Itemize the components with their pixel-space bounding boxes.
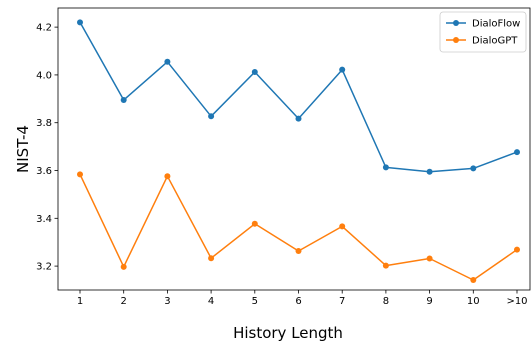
x-tick-label: 5	[252, 296, 258, 307]
data-point	[382, 262, 389, 269]
data-point	[470, 276, 477, 283]
data-point	[514, 246, 520, 253]
legend-box	[439, 11, 527, 53]
data-point	[208, 113, 215, 120]
data-point	[426, 168, 433, 175]
legend: DialoFlow DialoGPT	[439, 11, 527, 53]
x-tick-label: 3	[164, 296, 170, 307]
x-tick-label: 7	[339, 296, 345, 307]
data-point	[77, 19, 83, 26]
series-line	[79, 173, 518, 281]
y-tick-label: 4.2	[36, 23, 52, 34]
y-axis-label: NIST-4	[14, 125, 32, 173]
data-point	[164, 58, 171, 65]
legend-label: DialoGPT	[472, 36, 518, 47]
data-point	[426, 255, 433, 262]
data-point	[251, 220, 258, 227]
data-point	[514, 149, 520, 156]
y-tick-label: 3.4	[36, 214, 52, 225]
data-point	[164, 173, 171, 180]
x-tick-label: 9	[426, 296, 432, 307]
data-point	[208, 255, 215, 262]
data-point	[120, 97, 127, 104]
legend-label: DialoFlow	[472, 19, 520, 30]
x-tick-label: 1	[77, 296, 83, 307]
data-point	[77, 171, 83, 178]
data-point	[382, 164, 389, 171]
data-point	[339, 66, 346, 73]
plot-area: 1 2 3 4 5 6 7 8 9 10 >10 3.2 3.4 3.6 3.8 4.0 4.2	[36, 7, 531, 307]
x-tick-label: >10	[506, 296, 527, 307]
y-tick-label: 3.6	[36, 166, 52, 177]
y-tick-label: 4.0	[36, 70, 52, 81]
y-tick-label: 3.8	[36, 118, 52, 129]
y-tick-label: 3.2	[36, 262, 52, 273]
x-axis-label: History Length	[233, 324, 343, 342]
legend-marker	[453, 20, 459, 26]
x-tick-label: 10	[467, 296, 480, 307]
data-point	[295, 115, 302, 122]
x-tick-label: 4	[208, 296, 214, 307]
plot-frame	[57, 7, 531, 291]
x-tick-label: 8	[383, 296, 389, 307]
legend-marker	[453, 37, 459, 43]
data-point	[295, 248, 302, 255]
data-point	[251, 69, 258, 76]
data-point	[339, 223, 346, 230]
data-point	[470, 165, 477, 172]
data-point	[120, 263, 127, 270]
x-tick-label: 2	[121, 296, 127, 307]
x-tick-label: 6	[295, 296, 301, 307]
